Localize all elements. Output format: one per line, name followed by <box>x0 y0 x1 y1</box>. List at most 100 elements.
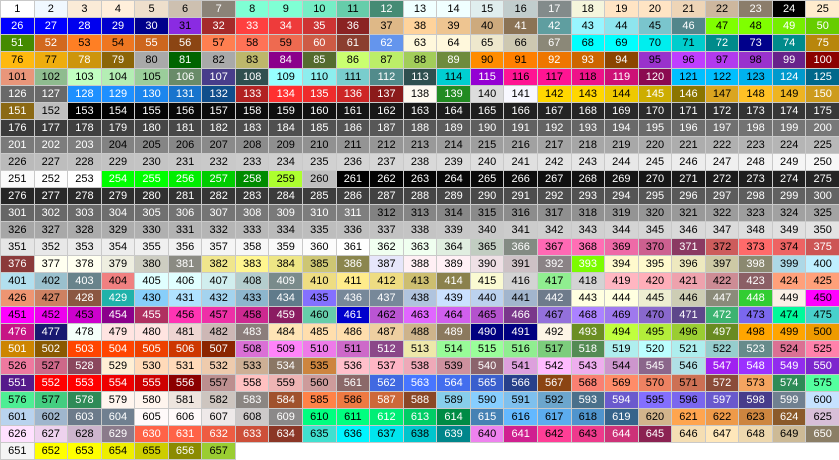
color-cell: 221 <box>672 137 706 154</box>
color-cell: 386 <box>336 256 371 273</box>
color-cell: 80 <box>135 52 169 69</box>
color-cell: 581 <box>168 392 203 409</box>
color-cell: 572 <box>705 375 740 392</box>
color-cell: 360 <box>303 239 337 256</box>
color-cell: 320 <box>638 205 673 222</box>
color-cell: 29 <box>101 18 136 35</box>
color-cell: 503 <box>68 341 102 358</box>
color-cell: 543 <box>571 358 606 375</box>
color-cell: 523 <box>739 341 773 358</box>
color-cell: 383 <box>235 256 270 273</box>
color-cell: 178 <box>68 120 102 137</box>
color-cell: 260 <box>303 171 337 188</box>
color-cell: 20 <box>638 1 673 18</box>
color-cell: 527 <box>34 358 69 375</box>
color-cell: 134 <box>269 86 304 103</box>
color-cell: 395 <box>638 256 673 273</box>
color-cell: 401 <box>1 273 35 290</box>
color-cell: 209 <box>269 137 304 154</box>
color-cell: 391 <box>504 256 538 273</box>
color-cell: 186 <box>336 120 371 137</box>
color-cell: 614 <box>437 409 471 426</box>
color-cell: 8 <box>235 1 270 18</box>
color-cell: 656 <box>168 443 203 460</box>
color-cell: 651 <box>1 443 35 460</box>
color-cell: 297 <box>705 188 740 205</box>
color-cell: 326 <box>1 222 35 239</box>
color-cell: 569 <box>605 375 639 392</box>
color-cell: 267 <box>537 171 572 188</box>
color-cell: 607 <box>202 409 236 426</box>
color-cell: 517 <box>537 341 572 358</box>
color-cell: 396 <box>672 256 706 273</box>
color-cell: 485 <box>303 324 337 341</box>
color-cell: 633 <box>235 426 270 443</box>
color-cell: 208 <box>235 137 270 154</box>
color-cell: 236 <box>336 154 371 171</box>
color-cell: 611 <box>336 409 371 426</box>
color-cell: 340 <box>470 222 505 239</box>
color-cell: 546 <box>672 358 706 375</box>
color-cell: 430 <box>135 290 169 307</box>
color-cell: 482 <box>202 324 236 341</box>
color-cell: 467 <box>537 307 572 324</box>
color-cell: 256 <box>168 171 203 188</box>
color-cell: 643 <box>571 426 606 443</box>
color-cell: 274 <box>772 171 807 188</box>
color-cell: 313 <box>403 205 438 222</box>
color-cell: 399 <box>772 256 807 273</box>
color-cell: 344 <box>605 222 639 239</box>
color-cell: 423 <box>739 273 773 290</box>
color-cell: 394 <box>605 256 639 273</box>
color-cell: 106 <box>168 69 203 86</box>
color-cell: 235 <box>303 154 337 171</box>
color-cell: 129 <box>101 86 136 103</box>
color-cell: 370 <box>638 239 673 256</box>
color-cell: 624 <box>772 409 807 426</box>
color-cell: 349 <box>772 222 807 239</box>
color-cell: 99 <box>772 52 807 69</box>
color-cell: 426 <box>1 290 35 307</box>
color-cell: 526 <box>1 358 35 375</box>
color-cell: 480 <box>135 324 169 341</box>
color-cell: 279 <box>101 188 136 205</box>
color-cell: 414 <box>437 273 471 290</box>
color-cell: 559 <box>269 375 304 392</box>
color-cell: 655 <box>135 443 169 460</box>
color-cell: 493 <box>571 324 606 341</box>
color-cell: 308 <box>235 205 270 222</box>
color-cell: 475 <box>806 307 839 324</box>
color-cell: 305 <box>135 205 169 222</box>
color-cell: 584 <box>269 392 304 409</box>
color-cell: 470 <box>638 307 673 324</box>
color-cell: 437 <box>370 290 404 307</box>
color-cell: 490 <box>470 324 505 341</box>
color-cell: 478 <box>68 324 102 341</box>
color-cell: 90 <box>470 52 505 69</box>
color-cell: 234 <box>269 154 304 171</box>
color-cell: 114 <box>437 69 471 86</box>
color-cell: 605 <box>135 409 169 426</box>
color-cell: 102 <box>34 69 69 86</box>
color-cell: 424 <box>772 273 807 290</box>
color-cell: 431 <box>168 290 203 307</box>
color-cell: 328 <box>68 222 102 239</box>
color-cell: 191 <box>504 120 538 137</box>
color-cell: 505 <box>135 341 169 358</box>
color-cell: 218 <box>571 137 606 154</box>
color-cell: 492 <box>537 324 572 341</box>
color-cell: 290 <box>470 188 505 205</box>
color-cell: 416 <box>504 273 538 290</box>
color-cell: 636 <box>336 426 371 443</box>
color-cell: 331 <box>168 222 203 239</box>
color-cell: 228 <box>68 154 102 171</box>
color-cell: 339 <box>437 222 471 239</box>
color-cell: 84 <box>269 52 304 69</box>
color-cell: 11 <box>336 1 371 18</box>
color-cell: 214 <box>437 137 471 154</box>
color-cell: 439 <box>437 290 471 307</box>
color-cell: 154 <box>101 103 136 120</box>
color-cell: 296 <box>672 188 706 205</box>
color-cell: 142 <box>537 86 572 103</box>
color-cell: 594 <box>605 392 639 409</box>
